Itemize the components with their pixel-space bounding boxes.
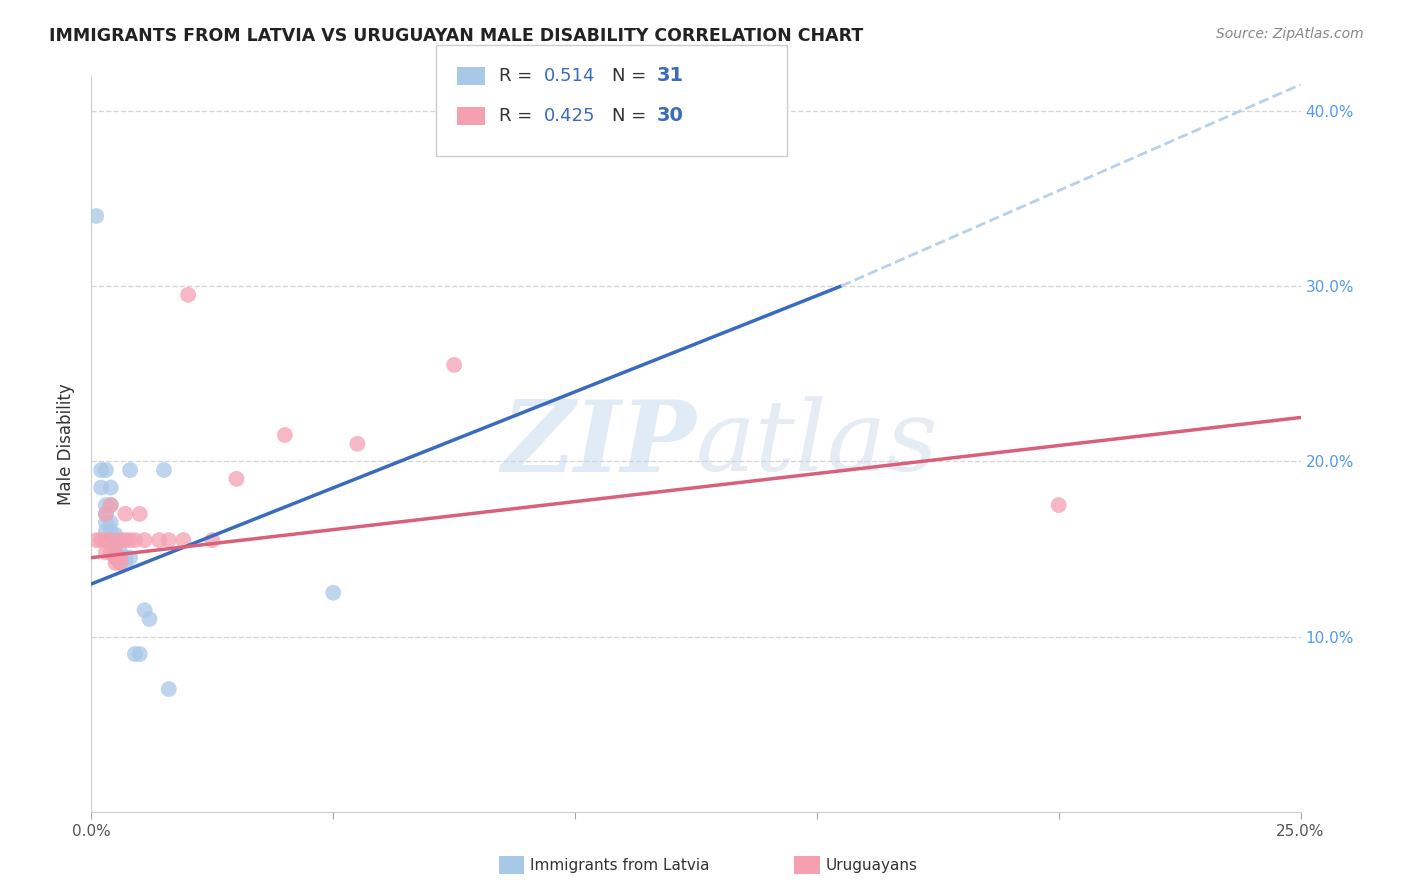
Point xyxy=(134,603,156,617)
Point xyxy=(104,538,127,552)
Point xyxy=(134,533,156,548)
Point xyxy=(274,428,297,442)
Point xyxy=(110,556,132,570)
Point xyxy=(90,463,112,477)
Point xyxy=(120,463,142,477)
Text: N =: N = xyxy=(612,67,651,85)
Point xyxy=(104,533,127,548)
Point xyxy=(100,533,122,548)
Point xyxy=(90,481,112,495)
Point xyxy=(148,533,170,548)
Point xyxy=(120,533,142,548)
Point xyxy=(110,556,132,570)
Point xyxy=(157,533,180,548)
Point xyxy=(100,498,122,512)
Point xyxy=(201,533,224,548)
Text: Source: ZipAtlas.com: Source: ZipAtlas.com xyxy=(1216,27,1364,41)
Text: Immigrants from Latvia: Immigrants from Latvia xyxy=(530,858,710,872)
Point xyxy=(100,524,122,539)
Point xyxy=(114,533,136,548)
Point xyxy=(84,209,107,223)
Point xyxy=(94,533,117,548)
Text: 0.514: 0.514 xyxy=(544,67,596,85)
Y-axis label: Male Disability: Male Disability xyxy=(58,383,76,505)
Point xyxy=(104,550,127,565)
Point xyxy=(153,463,176,477)
Point xyxy=(84,533,107,548)
Point xyxy=(94,498,117,512)
Point xyxy=(104,556,127,570)
Point xyxy=(94,524,117,539)
Text: 0.425: 0.425 xyxy=(544,107,596,125)
Point xyxy=(110,550,132,565)
Point xyxy=(104,545,127,559)
Point xyxy=(124,647,146,661)
Text: atlas: atlas xyxy=(696,396,939,491)
Point xyxy=(94,507,117,521)
Text: 31: 31 xyxy=(657,66,683,86)
Text: R =: R = xyxy=(499,67,538,85)
Point xyxy=(94,516,117,530)
Point xyxy=(346,436,368,450)
Point xyxy=(114,507,136,521)
Point xyxy=(120,550,142,565)
Point xyxy=(114,550,136,565)
Point xyxy=(104,545,127,559)
Point xyxy=(100,545,122,559)
Point xyxy=(225,472,247,486)
Point xyxy=(128,647,150,661)
Text: R =: R = xyxy=(499,107,538,125)
Point xyxy=(1047,498,1070,512)
Point xyxy=(138,612,160,626)
Point xyxy=(177,288,200,302)
Point xyxy=(94,507,117,521)
Point xyxy=(94,463,117,477)
Text: ZIP: ZIP xyxy=(501,395,696,492)
Point xyxy=(124,533,146,548)
Point xyxy=(172,533,194,548)
Text: N =: N = xyxy=(612,107,651,125)
Point xyxy=(157,681,180,696)
Point xyxy=(100,481,122,495)
Point xyxy=(100,498,122,512)
Point xyxy=(104,550,127,565)
Point xyxy=(114,556,136,570)
Point xyxy=(110,545,132,559)
Point xyxy=(322,585,344,599)
Point xyxy=(90,533,112,548)
Text: Uruguayans: Uruguayans xyxy=(825,858,917,872)
Point xyxy=(100,516,122,530)
Point xyxy=(110,550,132,565)
Text: 30: 30 xyxy=(657,106,683,126)
Point xyxy=(110,533,132,548)
Point xyxy=(94,545,117,559)
Point xyxy=(104,528,127,542)
Point xyxy=(128,507,150,521)
Text: IMMIGRANTS FROM LATVIA VS URUGUAYAN MALE DISABILITY CORRELATION CHART: IMMIGRANTS FROM LATVIA VS URUGUAYAN MALE… xyxy=(49,27,863,45)
Point xyxy=(443,358,465,372)
